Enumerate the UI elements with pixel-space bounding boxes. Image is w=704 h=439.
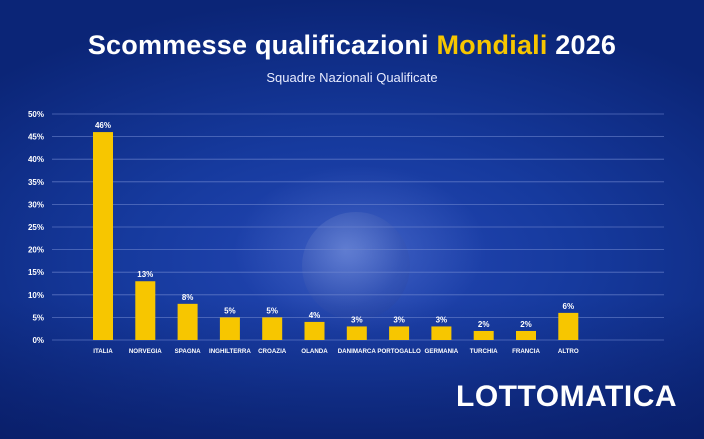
y-tick-label: 45% — [28, 133, 44, 142]
x-tick-label: NORVEGIA — [129, 348, 162, 355]
bar — [219, 317, 240, 340]
data-label: 3% — [351, 315, 363, 324]
bar — [431, 326, 452, 340]
bar — [346, 326, 367, 340]
bar — [389, 326, 410, 340]
pitch-shade — [0, 300, 704, 439]
bar — [304, 321, 325, 340]
data-label: 3% — [393, 315, 405, 324]
y-tick-label: 25% — [28, 223, 44, 232]
data-label: 5% — [224, 306, 236, 315]
x-tick-label: ITALIA — [93, 348, 113, 355]
data-label: 8% — [182, 293, 194, 302]
y-tick-label: 15% — [28, 268, 44, 277]
chart-title: Scommesse qualificazioni Mondiali 2026 — [0, 30, 704, 61]
data-label: 2% — [478, 320, 490, 329]
y-tick-label: 5% — [32, 313, 44, 322]
data-label: 2% — [520, 320, 532, 329]
x-tick-label: ALTRO — [558, 348, 579, 355]
x-tick-label: GERMANIA — [425, 348, 459, 355]
y-tick-label: 0% — [32, 336, 44, 345]
bar — [93, 132, 113, 340]
x-tick-label: DANIMARCA — [338, 348, 377, 355]
data-label: 46% — [95, 121, 111, 130]
chart-subtitle: Squadre Nazionali Qualificate — [266, 70, 438, 85]
y-tick-label: 40% — [28, 155, 44, 164]
y-tick-label: 10% — [28, 291, 44, 300]
title-part2: 2026 — [547, 30, 617, 60]
x-tick-label: INGHILTERRA — [209, 348, 251, 355]
bar — [558, 312, 579, 340]
bar — [262, 317, 283, 340]
y-tick-label: 30% — [28, 200, 44, 209]
x-tick-label: PORTOGALLO — [377, 348, 421, 355]
data-label: 6% — [563, 302, 575, 311]
x-tick-label: OLANDA — [301, 348, 328, 355]
bar — [473, 330, 494, 340]
title-highlight: Mondiali — [436, 30, 548, 60]
data-label: 13% — [137, 270, 153, 279]
x-tick-label: FRANCIA — [512, 348, 540, 355]
data-label: 4% — [309, 311, 321, 320]
y-tick-label: 20% — [28, 246, 44, 255]
data-label: 5% — [266, 306, 278, 315]
data-label: 3% — [436, 315, 448, 324]
x-tick-label: TURCHIA — [470, 348, 498, 355]
football-image — [302, 212, 410, 320]
y-tick-label: 35% — [28, 178, 44, 187]
title-part1: Scommesse qualificazioni — [87, 30, 437, 60]
bar — [177, 303, 198, 340]
x-tick-label: CROAZIA — [258, 348, 287, 355]
y-tick-label: 50% — [28, 110, 44, 119]
x-tick-label: SPAGNA — [175, 348, 202, 355]
bar — [135, 281, 156, 340]
bar — [516, 330, 536, 340]
lottomatica-logo: LOTTOMATICA — [456, 380, 678, 413]
